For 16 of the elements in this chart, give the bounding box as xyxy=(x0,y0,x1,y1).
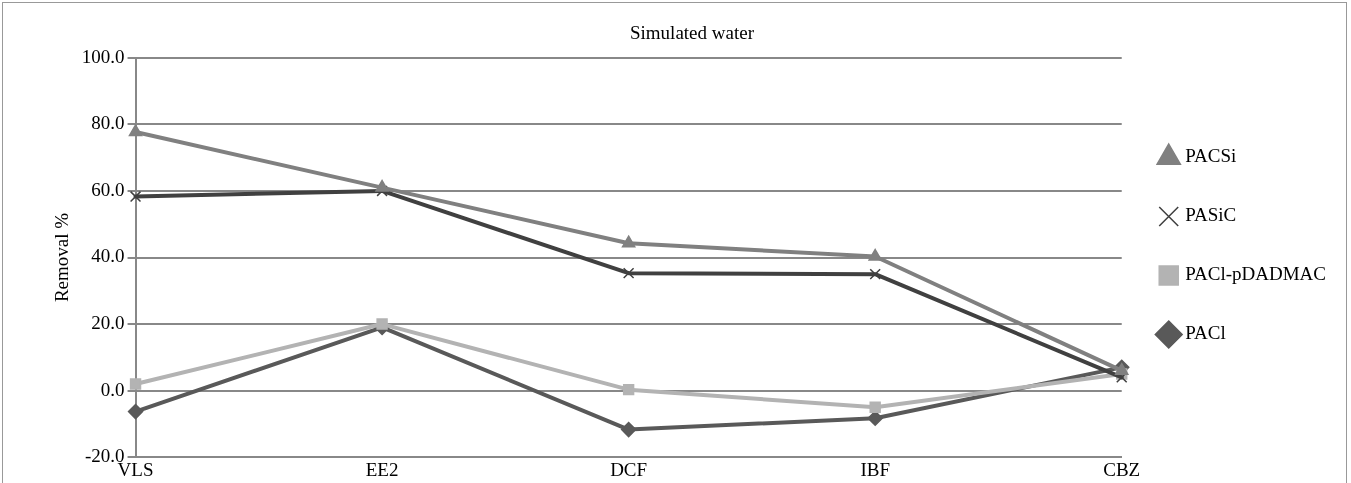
legend-label: PACl xyxy=(1185,322,1226,344)
legend-label: PASiC xyxy=(1185,204,1237,226)
x-tick-label: IBF xyxy=(860,458,890,480)
x-tick-label: EE2 xyxy=(365,458,399,480)
y-tick-label: 40.0 xyxy=(91,245,125,267)
y-tick-label: 80.0 xyxy=(91,112,125,134)
y-tick-label: 20.0 xyxy=(91,312,125,334)
legend-label: PACl-pDADMAC xyxy=(1185,263,1327,285)
x-tick-label: CBZ xyxy=(1103,458,1141,480)
y-tick-label: 100.0 xyxy=(81,45,125,67)
legend-label: PACSi xyxy=(1185,145,1237,167)
y-axis-title: Removal % xyxy=(51,212,73,303)
y-tick-label: 60.0 xyxy=(91,178,125,200)
chart-title: Simulated water xyxy=(630,22,755,44)
x-tick-label: DCF xyxy=(610,458,648,480)
y-tick-label: 0.0 xyxy=(100,378,125,400)
